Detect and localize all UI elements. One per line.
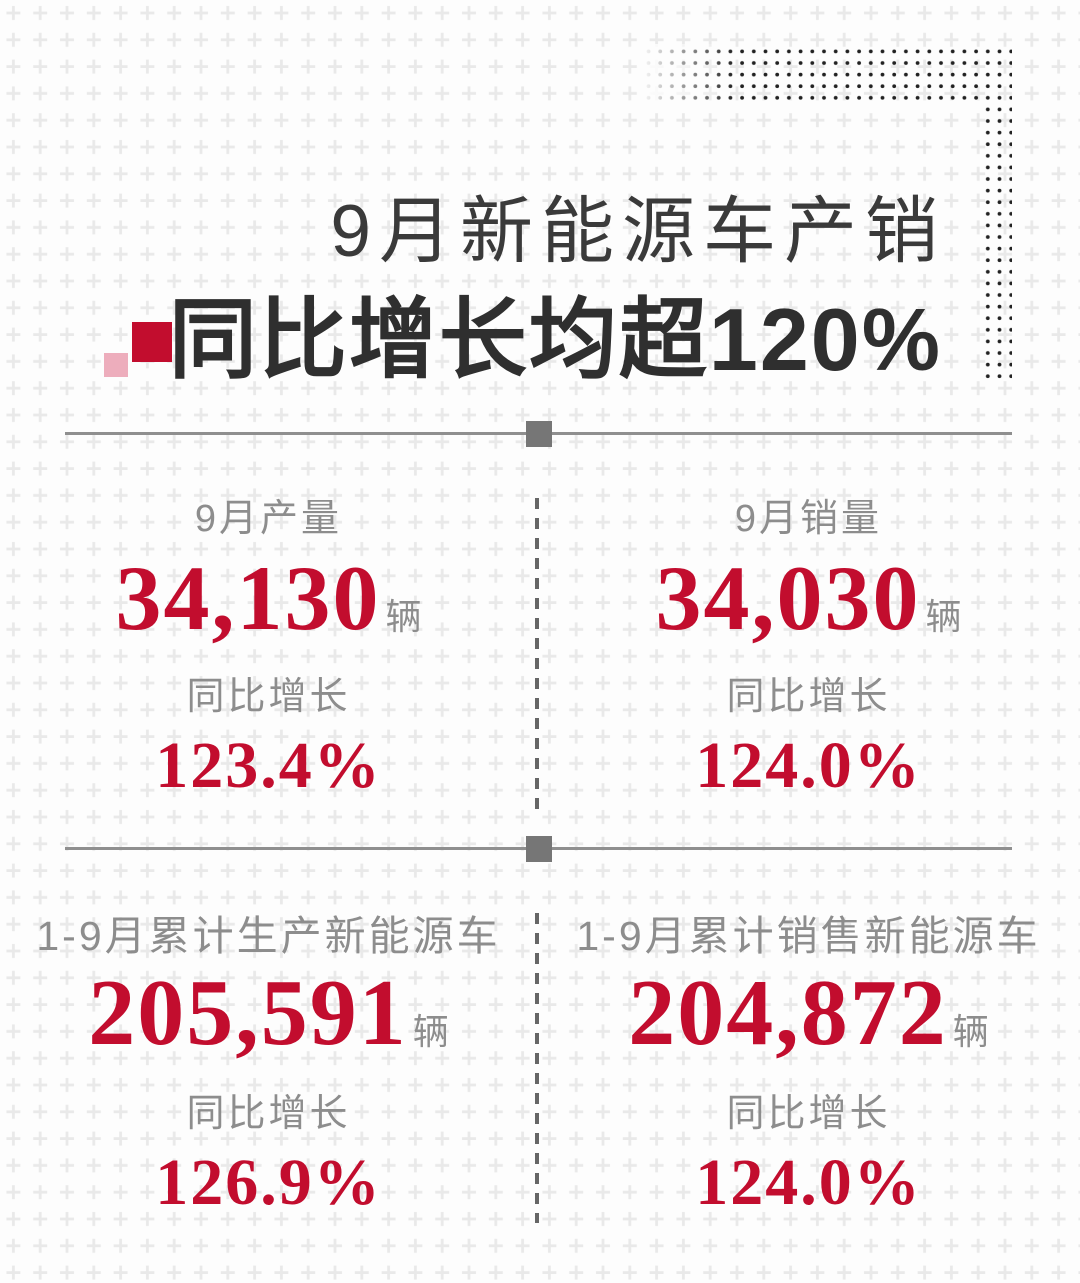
monthly-stats-section: 9月产量 34,130 辆 同比增长 123.4% 9月销量 34,030 辆 …: [0, 478, 1080, 812]
dashed-separator: [535, 913, 539, 1223]
growth-value: 123.4%: [155, 729, 382, 802]
dashed-separator: [535, 498, 539, 812]
stat-unit: 辆: [412, 1011, 449, 1052]
stat-number: 204,872: [628, 961, 948, 1065]
divider-bottom: [65, 835, 1012, 862]
stat-card-cumulative-production: 1-9月累计生产新能源车 205,591 辆 同比增长 126.9%: [0, 893, 537, 1219]
stat-unit: 辆: [925, 596, 962, 637]
dot-pattern-corner-decoration: [645, 44, 1012, 385]
stat-value: 205,591 辆: [88, 961, 449, 1065]
growth-label: 同比增长: [186, 1093, 351, 1135]
stat-number: 205,591: [88, 961, 408, 1065]
stat-unit: 辆: [385, 596, 422, 637]
stat-card-september-sales: 9月销量 34,030 辆 同比增长 124.0%: [537, 478, 1080, 802]
stat-label: 1-9月累计生产新能源车: [36, 913, 501, 959]
stat-value: 34,130 辆: [115, 548, 421, 648]
stat-card-cumulative-sales: 1-9月累计销售新能源车 204,872 辆 同比增长 124.0%: [537, 893, 1080, 1219]
stat-value: 204,872 辆: [628, 961, 989, 1065]
growth-value: 124.0%: [695, 729, 922, 802]
red-square-icon: [132, 322, 172, 362]
pink-square-icon: [104, 353, 128, 377]
stat-number: 34,130: [115, 547, 381, 649]
growth-label: 同比增长: [726, 676, 891, 718]
stat-unit: 辆: [952, 1011, 989, 1052]
stat-label: 9月销量: [734, 498, 883, 540]
divider-square-icon: [525, 835, 552, 862]
divider-top: [65, 420, 1012, 447]
stat-number: 34,030: [655, 547, 921, 649]
cumulative-stats-section: 1-9月累计生产新能源车 205,591 辆 同比增长 126.9% 1-9月累…: [0, 893, 1080, 1223]
stat-label: 9月产量: [194, 498, 343, 540]
title-line-2: 同比增长均超120%: [168, 290, 942, 389]
growth-label: 同比增长: [726, 1093, 891, 1135]
growth-value: 126.9%: [155, 1146, 382, 1219]
stat-card-september-production: 9月产量 34,130 辆 同比增长 123.4%: [0, 478, 537, 802]
growth-value: 124.0%: [695, 1146, 922, 1219]
title-line-1: 9月新能源车产销: [330, 191, 946, 272]
stat-value: 34,030 辆: [655, 548, 961, 648]
stat-label: 1-9月累计销售新能源车: [576, 913, 1041, 959]
growth-label: 同比增长: [186, 676, 351, 718]
divider-square-icon: [525, 420, 552, 447]
